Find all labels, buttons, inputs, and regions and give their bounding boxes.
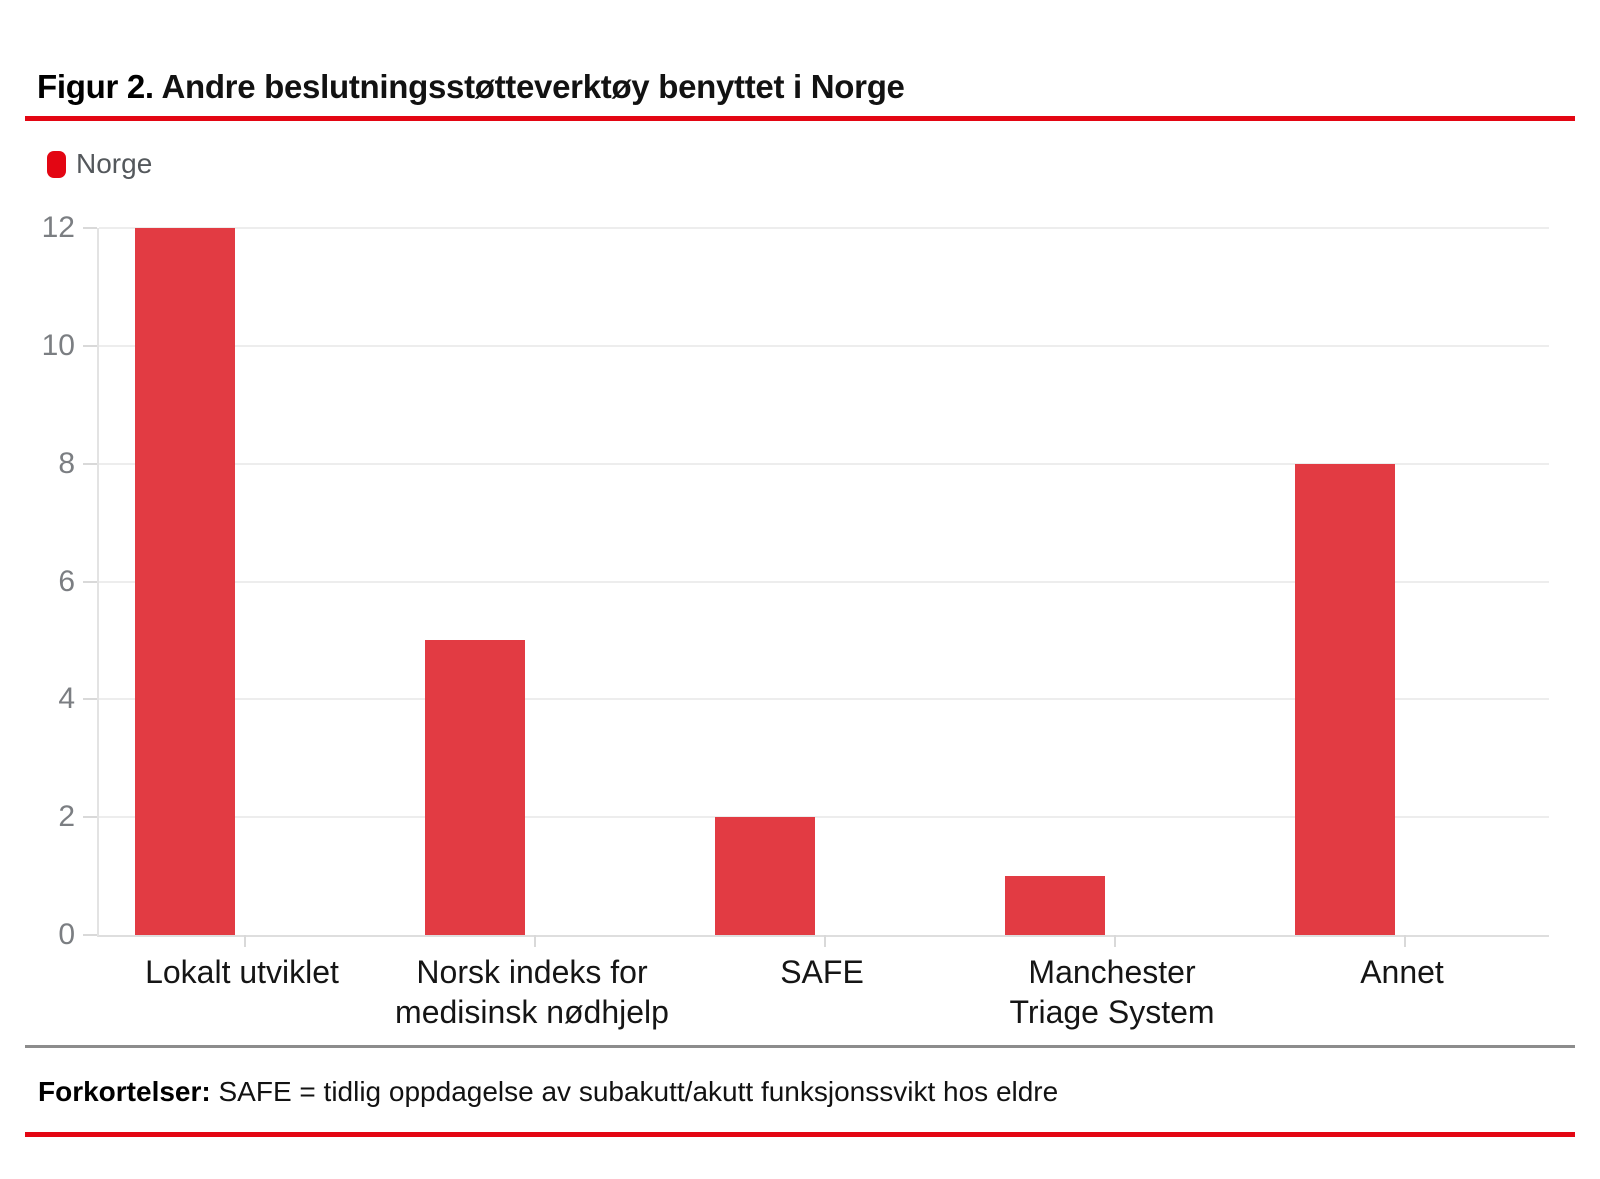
x-axis-label-annet: Annet xyxy=(1360,954,1444,990)
legend-label: Norge xyxy=(76,148,153,179)
x-axis: Lokalt utviklet Norsk indeks for medisinsk… xyxy=(97,952,1547,1042)
y-axis-tick-10 xyxy=(83,344,97,347)
y-axis-tick-0 xyxy=(83,934,97,936)
figure-number: Figur 2. xyxy=(37,68,154,106)
y-axis-label-8: 8 xyxy=(58,446,75,480)
y-axis-label-0: 0 xyxy=(58,918,75,951)
legend-swatch-icon xyxy=(47,150,66,178)
bar-manchester-triage-system[interactable] xyxy=(1004,876,1105,935)
x-axis-label-manchester-triage-system: Manchester Triage System xyxy=(1009,954,1215,1030)
bar-norsk-indeks-for-medisinsk-n-dhjelp[interactable] xyxy=(424,640,525,935)
bar-cell-lokalt-utviklet xyxy=(99,228,389,947)
x-axis-tick-manchester-triage-system xyxy=(1114,935,1116,947)
y-axis-label-4: 4 xyxy=(58,682,75,716)
y-axis-label-6: 6 xyxy=(58,564,75,598)
bar-lokalt-utviklet[interactable] xyxy=(134,228,235,935)
gridline-8 xyxy=(99,462,1549,465)
top-divider xyxy=(25,116,1575,121)
gridline-10 xyxy=(99,344,1549,347)
gridline-12 xyxy=(99,227,1549,229)
figure-title: Figur 2. Andre beslutningsstøtteverktøy … xyxy=(37,68,905,106)
x-axis-label-safe: SAFE xyxy=(780,954,864,990)
y-axis-label-12: 12 xyxy=(41,211,75,244)
bar-cell-safe xyxy=(679,228,969,947)
bar-cell-annet xyxy=(1259,228,1549,947)
gridline-4 xyxy=(99,698,1549,701)
y-axis-label-10: 10 xyxy=(41,328,75,362)
bar-safe[interactable] xyxy=(714,817,815,935)
y-axis-label-2: 2 xyxy=(58,800,75,834)
x-axis-tick-lokalt-utviklet xyxy=(244,935,246,947)
y-axis-tick-12 xyxy=(83,227,97,229)
x-axis-label-lokalt-utviklet: Lokalt utviklet xyxy=(145,954,339,990)
y-axis-tick-4 xyxy=(83,698,97,701)
footnote-text: SAFE = tidlig oppdagelse av subakutt/aku… xyxy=(218,1076,1059,1107)
figure-title-text: Andre beslutningsstøtteverktøy benyttet … xyxy=(161,68,905,106)
gridline-6 xyxy=(99,580,1549,583)
footnote-label: Forkortelser: xyxy=(38,1076,211,1107)
gridline-2 xyxy=(99,816,1549,819)
x-axis-tick-safe xyxy=(824,935,826,947)
bar-cell-norsk-indeks-for-medisinsk-n-dhjelp xyxy=(389,228,679,947)
footnote-divider xyxy=(25,1045,1575,1048)
x-axis-tick-norsk-indeks-for-medisinsk-n-dhjelp xyxy=(534,935,536,947)
y-axis-tick-6 xyxy=(83,580,97,583)
footnote: Forkortelser: SAFE = tidlig oppdagelse a… xyxy=(38,1076,1058,1108)
y-axis: 0 2 4 6 8 10 12 xyxy=(0,213,97,950)
bar-annet[interactable] xyxy=(1294,463,1395,935)
x-axis-tick-annet xyxy=(1404,935,1406,947)
x-axis-label-norsk-indeks-for-medisinsk-n-dhjelp: Norsk indeks for medisinsk nødhjelp xyxy=(395,954,669,1030)
bottom-divider xyxy=(25,1132,1575,1137)
y-axis-tick-8 xyxy=(83,462,97,465)
legend-item-norge[interactable]: Norge xyxy=(47,150,152,178)
y-axis-tick-2 xyxy=(83,816,97,819)
bar-cell-manchester-triage-system xyxy=(969,228,1259,947)
plot-area xyxy=(97,227,1549,947)
